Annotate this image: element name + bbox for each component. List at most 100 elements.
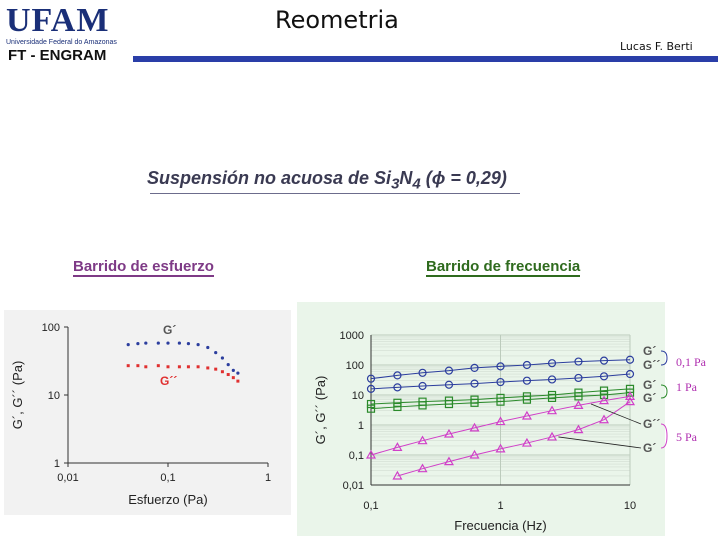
freq-data-point (418, 368, 427, 377)
stress-gprime-point (231, 368, 235, 373)
freq-data-point (470, 398, 479, 407)
freq-pointer-line (558, 436, 642, 449)
freq-data-point (496, 377, 505, 387)
freq-data-point (417, 463, 428, 473)
freq-data-point (366, 374, 376, 383)
freq-data-point (366, 399, 376, 409)
slide-subtitle: Suspensión no acuosa de Si3N4 (ϕ = 0,29) (147, 168, 507, 193)
freq-legend-label: G´ (643, 344, 656, 358)
stress-x-tick-label: 0,01 (57, 472, 78, 484)
stress-gprime-point (236, 371, 240, 375)
freq-legend-label: G´´ (643, 417, 660, 431)
stress-annotation-gprime: G´ (163, 323, 176, 337)
freq-data-point (392, 442, 403, 451)
freq-data-point (573, 424, 584, 434)
stress-x-axis-label: Esfuerzo (Pa) (128, 492, 207, 507)
freq-data-point (418, 401, 427, 410)
freq-y-tick-label: 0,01 (343, 480, 364, 492)
subtitle-underline (150, 193, 520, 194)
freq-series-line (370, 373, 631, 390)
freq-data-point (573, 400, 584, 410)
freq-data-point (470, 363, 479, 373)
freq-legend-label: G´ (643, 378, 656, 392)
freq-legend-label: G´ (643, 391, 656, 405)
freq-data-point (393, 402, 402, 412)
freq-x-axis-label: Frecuencia (Hz) (454, 518, 546, 533)
freq-x-tick-label: 10 (624, 500, 636, 512)
freq-data-point (522, 376, 532, 385)
stress-gprime-point (136, 342, 140, 346)
freq-data-point (547, 359, 557, 368)
stress-gprime-point (220, 356, 225, 360)
freq-data-point (469, 449, 480, 459)
freq-data-point (574, 392, 583, 401)
freq-data-point (574, 357, 583, 366)
freq-data-point (365, 449, 377, 459)
author-label: Lucas F. Berti (620, 40, 693, 53)
stress-gdoubleprime-point (214, 367, 218, 371)
freq-data-point (418, 381, 427, 391)
freq-data-point (598, 395, 610, 405)
stress-gdoubleprime-point (126, 364, 130, 368)
freq-y-tick-label: 10 (352, 390, 364, 402)
freq-legend-group: 1 Pa (676, 380, 698, 394)
stress-gdoubleprime-point (186, 365, 190, 369)
stress-gprime-point (206, 345, 210, 350)
freq-data-point (496, 397, 505, 406)
freq-data-point (444, 399, 454, 409)
freq-series-line (370, 359, 631, 380)
freq-data-point (547, 393, 557, 403)
page-title: Reometria (275, 6, 399, 34)
stress-y-tick-label: 100 (42, 322, 60, 334)
logo: UFAM (6, 2, 110, 39)
freq-data-point (443, 428, 455, 438)
freq-data-point (598, 414, 610, 424)
freq-series-line (370, 392, 631, 410)
stress-y-tick-label: 10 (48, 390, 60, 402)
freq-data-point (599, 386, 609, 395)
stress-gdoubleprime-point (177, 365, 181, 369)
freq-legend-group: 5 Pa (676, 430, 698, 444)
section-title-right: Barrido de frecuencia (426, 258, 581, 277)
freq-y-tick-label: 1000 (340, 330, 364, 342)
freq-data-point (625, 369, 635, 379)
freq-data-point (495, 416, 506, 426)
freq-data-point (496, 362, 505, 371)
freq-data-point (599, 356, 609, 365)
stress-gprime-point (156, 341, 160, 345)
stress-gdoubleprime-point (231, 376, 235, 380)
stress-gprime-point (144, 341, 148, 345)
stress-gdoubleprime-point (144, 365, 148, 369)
freq-data-point (470, 379, 479, 388)
freq-y-tick-label: 1 (358, 420, 364, 432)
freq-data-point (392, 470, 403, 480)
freq-legend-label: G´ (643, 441, 656, 455)
freq-data-point (366, 404, 376, 413)
stress-y-axis-label: G´, G´´ (Pa) (10, 361, 25, 430)
stress-gdoubleprime-point (226, 373, 230, 377)
freq-data-point (574, 373, 583, 383)
freq-y-tick-label: 100 (346, 360, 364, 372)
freq-data-point (522, 360, 532, 370)
header-divider (133, 56, 718, 62)
freq-data-point (599, 390, 609, 400)
freq-data-point (393, 398, 402, 407)
freq-data-point (521, 437, 532, 447)
freq-data-point (417, 435, 428, 445)
freq-data-point (625, 388, 635, 397)
freq-legend-brace (660, 384, 668, 399)
stress-gdoubleprime-point (166, 365, 170, 369)
freq-data-point (444, 366, 454, 375)
freq-legend-group: 0,1 Pa (676, 355, 707, 369)
stress-gdoubleprime-point (236, 379, 240, 383)
stress-gprime-point (186, 342, 191, 346)
freq-data-point (546, 405, 558, 415)
freq-x-tick-label: 1 (497, 500, 503, 512)
freq-data-point (547, 375, 557, 384)
freq-data-point (393, 371, 402, 380)
freq-data-point (522, 395, 532, 404)
freq-legend-label: G´´ (643, 358, 660, 372)
freq-legend-brace (660, 423, 668, 449)
stress-annotation-gdoubleprime: G´´ (160, 374, 177, 388)
